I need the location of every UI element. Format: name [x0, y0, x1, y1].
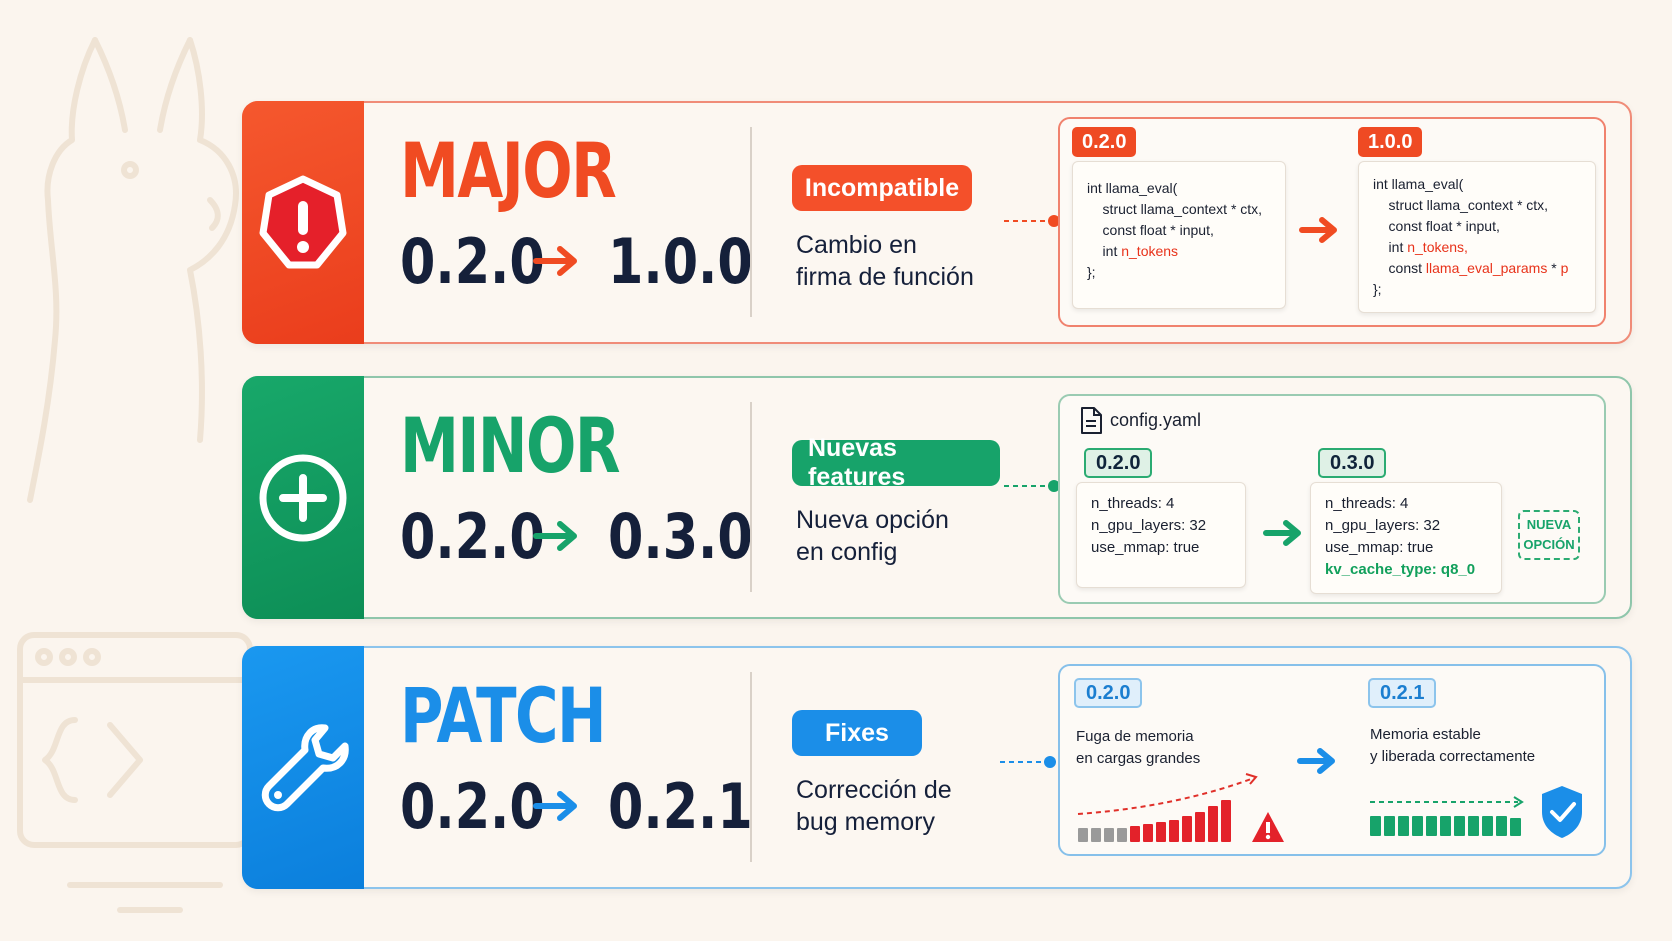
- patch-from-version: 0.2.0: [400, 770, 545, 843]
- arrow-right-icon: [533, 246, 577, 276]
- patch-description: Corrección de bug memory: [796, 776, 952, 836]
- minor-card: MINOR 0.2.0 0.3.0 Nuevas features Nueva …: [242, 376, 1632, 619]
- major-card: MAJOR 0.2.0 1.0.0 Incompatible Cambio en…: [242, 101, 1632, 344]
- major-from-version: 0.2.0: [400, 225, 545, 298]
- new-option-label: NUEVA OPCIÓN: [1518, 510, 1580, 560]
- minor-to-version: 0.3.0: [608, 500, 753, 573]
- divider: [750, 402, 752, 592]
- major-to-version: 1.0.0: [608, 225, 753, 298]
- background-decoration: [17, 37, 253, 913]
- minor-title: MINOR: [400, 401, 620, 490]
- new-version-tag: 0.3.0: [1318, 448, 1387, 478]
- minor-from-version: 0.2.0: [400, 500, 545, 573]
- fixes-badge: Fixes: [792, 710, 922, 756]
- memory-leak-chart: [1077, 773, 1284, 842]
- new-features-badge: Nuevas features: [792, 434, 1000, 491]
- patch-memory-panel: 0.2.0 0.2.1 Fuga de memoria en cargas gr…: [1058, 664, 1606, 856]
- major-tab: [242, 101, 364, 344]
- minor-config-panel: config.yaml 0.2.0 0.3.0 n_threads: 4 n_g…: [1058, 394, 1606, 604]
- new-version-tag: 0.2.1: [1368, 678, 1437, 708]
- plus-circle-icon: [259, 454, 347, 541]
- connector-dashed: [1000, 756, 1056, 768]
- arrow-right-icon: [533, 521, 577, 551]
- old-signature-code: int llama_eval( struct llama_context * c…: [1072, 161, 1286, 309]
- connector-dashed: [1004, 480, 1060, 492]
- warning-shield-icon: [259, 175, 347, 268]
- divider: [750, 672, 752, 862]
- old-config-code: n_threads: 4 n_gpu_layers: 32 use_mmap: …: [1076, 482, 1246, 588]
- new-version-tag: 1.0.0: [1358, 127, 1423, 157]
- new-config-code: n_threads: 4 n_gpu_layers: 32 use_mmap: …: [1310, 482, 1502, 594]
- memory-stable-chart: [1370, 786, 1582, 838]
- old-version-tag: 0.2.0: [1074, 678, 1143, 708]
- patch-card: PATCH 0.2.0 0.2.1 Fixes Corrección de bu…: [242, 646, 1632, 889]
- memory-leak-text: Fuga de memoria en cargas grandes: [1076, 728, 1201, 767]
- incompatible-badge: Incompatible: [792, 165, 972, 211]
- connector-dashed: [1004, 215, 1060, 227]
- file-icon: [1081, 407, 1102, 434]
- arrow-right-icon: [1297, 748, 1335, 774]
- new-signature-code: int llama_eval( struct llama_context * c…: [1358, 161, 1596, 313]
- arrow-right-icon: [533, 791, 577, 821]
- major-code-panel: 0.2.0 1.0.0 int llama_eval( struct llama…: [1058, 117, 1606, 327]
- old-version-tag: 0.2.0: [1084, 448, 1153, 478]
- major-description: Cambio en firma de función: [796, 231, 974, 291]
- arrow-right-icon: [1263, 520, 1301, 546]
- minor-tab: [242, 376, 364, 619]
- patch-tab: [242, 646, 364, 889]
- arrow-right-icon: [1299, 217, 1337, 243]
- new-option-line: kv_cache_type: q8_0: [1325, 561, 1476, 578]
- memory-stable-text: Memoria estable y liberada correctamente: [1370, 726, 1536, 765]
- minor-description: Nueva opción en config: [796, 506, 949, 566]
- config-file-name: config.yaml: [1110, 410, 1202, 430]
- major-title: MAJOR: [400, 126, 617, 215]
- patch-to-version: 0.2.1: [608, 770, 753, 843]
- wrench-icon: [261, 723, 349, 811]
- divider: [750, 127, 752, 317]
- patch-title: PATCH: [400, 671, 607, 760]
- old-version-tag: 0.2.0: [1072, 127, 1137, 157]
